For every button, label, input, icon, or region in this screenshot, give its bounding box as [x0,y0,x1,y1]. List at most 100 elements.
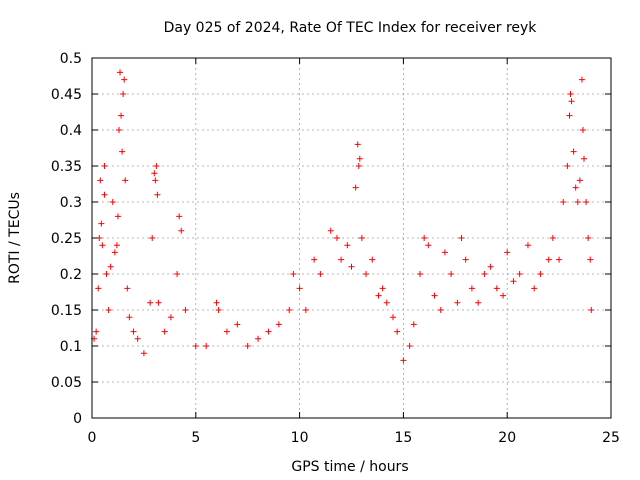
y-tick-label: 0 [73,411,82,427]
data-point [114,213,121,220]
data-point [487,263,494,270]
data-point [338,256,345,263]
y-tick-label: 0.2 [60,267,82,283]
data-point [568,98,575,105]
data-point [167,314,174,321]
axis-ticks [91,57,612,419]
data-point [154,191,161,198]
data-point [111,249,118,256]
data-point [583,199,590,205]
data-point [311,256,318,263]
data-point [417,271,424,277]
data-point [182,307,189,313]
data-point [101,163,108,169]
x-tick-labels: 0 5 10 15 20 25 [88,430,620,446]
data-point [448,271,455,277]
data-point [572,184,579,191]
data-point [213,299,220,306]
data-point [581,155,588,162]
data-point [126,314,133,321]
data-point [458,235,465,241]
y-tick-label: 0.3 [60,195,82,211]
data-point [113,242,120,249]
data-point [500,292,507,299]
x-tick-label: 10 [291,430,309,446]
data-point [576,177,583,184]
data-point [118,112,125,119]
y-tick-label: 0.15 [51,303,82,319]
data-point [176,213,183,220]
data-point [115,127,122,133]
x-tick-label: 0 [88,430,97,446]
data-point [147,299,154,306]
data-point [275,321,282,328]
data-point [98,220,105,227]
data-point [437,307,444,313]
y-tick-label: 0.35 [51,159,82,175]
data-point [531,285,538,292]
x-tick-label: 20 [498,430,516,446]
y-tick-label: 0.25 [51,231,82,247]
data-point [545,256,552,263]
data-point [265,328,272,335]
data-point [585,235,592,241]
data-point [161,328,168,335]
data-point [174,271,181,277]
data-point [348,263,355,270]
data-point [468,285,475,292]
data-point [390,314,397,321]
data-point [567,91,574,97]
data-point [97,177,104,184]
data-point [363,271,370,277]
data-point [120,91,127,97]
data-point [369,256,376,263]
grid-lines [92,58,611,418]
data-point [117,69,124,76]
data-point [394,328,401,335]
data-point [234,321,241,328]
data-point [99,242,106,249]
scatter-points [91,69,595,364]
data-point [223,328,230,335]
y-tick-label: 0.45 [51,87,82,103]
data-point [153,163,160,169]
data-point [140,350,147,357]
data-point [121,76,128,83]
data-point [537,271,544,277]
data-point [510,278,517,285]
y-axis-label: ROTI / TECUs [7,192,23,284]
data-point [524,242,531,249]
data-point [95,285,102,292]
data-point [344,242,351,249]
data-point [151,170,158,177]
y-tick-labels: 0 0.05 0.1 0.15 0.2 0.25 0.3 0.35 0.4 0.45 0.5 [51,51,82,427]
data-point [122,177,129,184]
data-point [290,271,297,277]
data-point [103,271,110,277]
chart-title: Day 025 of 2024, Rate Of TEC Index for r… [164,20,538,36]
data-point [352,184,359,191]
data-point [134,335,141,342]
data-point [588,307,595,313]
data-point [579,127,586,133]
data-point [504,249,511,256]
data-point [333,235,340,241]
data-point [481,271,488,277]
data-point [192,343,199,349]
data-point [152,177,159,184]
data-point [587,256,594,263]
data-point [178,227,185,234]
data-point [574,199,581,205]
data-point [101,191,108,198]
data-point [155,299,162,306]
data-point [560,199,567,205]
data-point [406,343,413,349]
data-point [355,163,362,169]
data-point [354,141,361,148]
data-point [570,148,577,155]
data-point [317,271,324,277]
data-point [105,307,112,313]
x-tick-label: 5 [191,430,200,446]
data-point [454,299,461,306]
